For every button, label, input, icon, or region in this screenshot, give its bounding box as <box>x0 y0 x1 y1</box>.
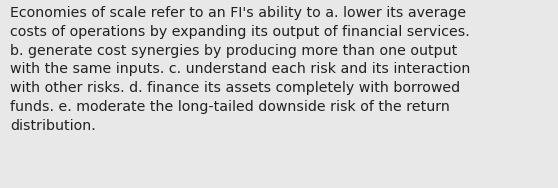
Text: Economies of scale refer to an FI's ability to a. lower its average
costs of ope: Economies of scale refer to an FI's abil… <box>10 6 470 133</box>
